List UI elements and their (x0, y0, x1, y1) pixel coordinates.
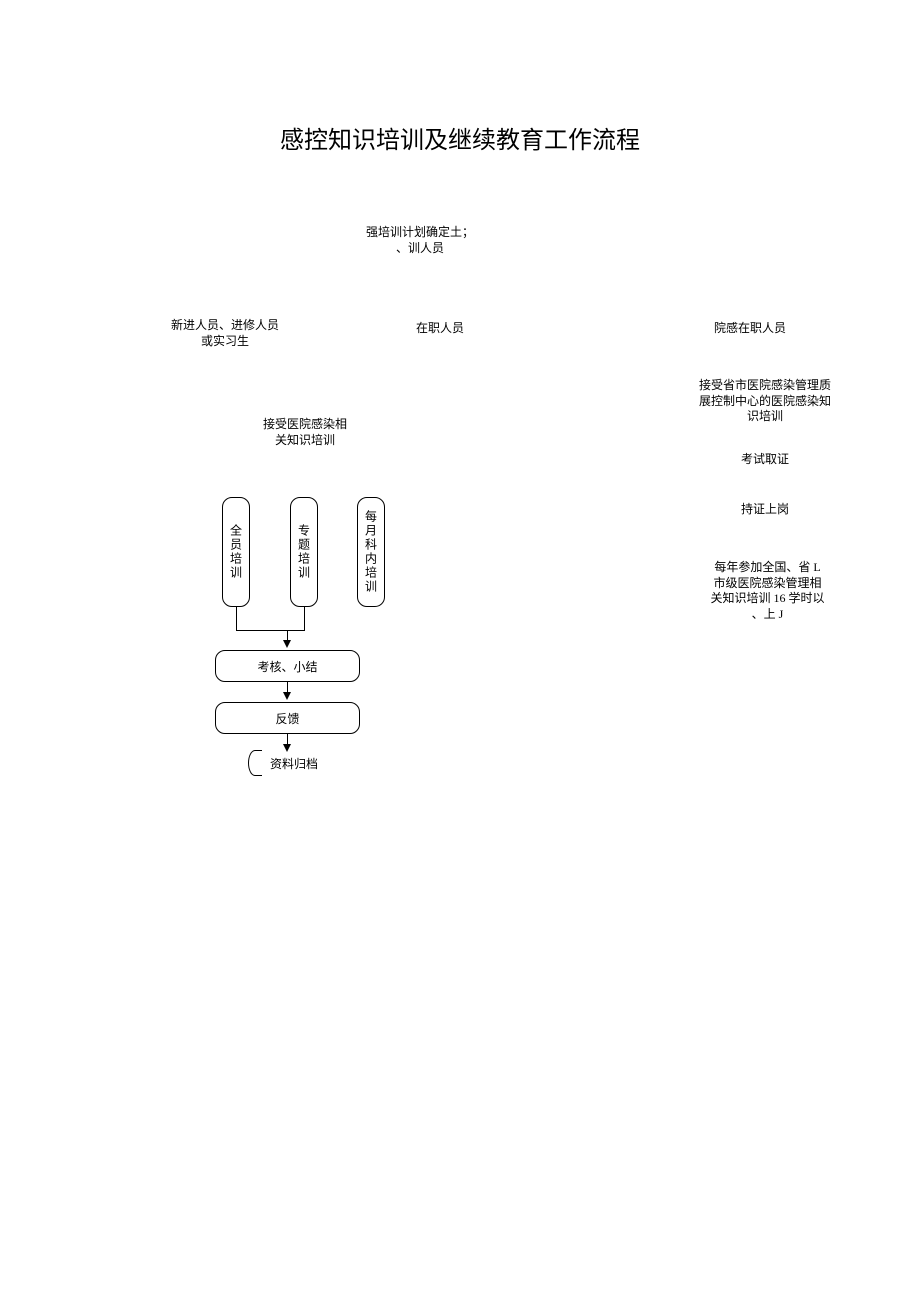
right-step3: 持证上岗 (735, 502, 795, 518)
right-step4-line4: 、上 J (752, 607, 784, 621)
vbox-topic: 专题培训 (290, 497, 318, 607)
page-title: 感控知识培训及继续教育工作流程 (0, 120, 920, 155)
branch-mid: 在职人员 (400, 321, 480, 337)
branch-left: 新进人员、进修人员 或实习生 (160, 318, 290, 349)
right-step1-line3: 识培训 (747, 409, 783, 423)
left-training-line1: 接受医院感染相 (263, 417, 347, 431)
edge-vbox2-down (304, 607, 305, 630)
arrow-feedback-archive (283, 744, 291, 752)
right-step1-line2: 展控制中心的医院感染知 (699, 394, 831, 408)
edge-vbox1-down (236, 607, 237, 630)
right-step4: 每年参加全国、省 L 市级医院感染管理相 关知识培训 16 学时以 、上 J (700, 560, 835, 622)
vbox-all-staff: 全员培训 (222, 497, 250, 607)
archive-text: 资料归档 (270, 757, 330, 773)
box-assess: 考核、小结 (215, 650, 360, 682)
left-training: 接受医院感染相 关知识培训 (250, 417, 360, 448)
node-plan-line2: 、训人员 (396, 241, 444, 255)
edge-vbox-join (236, 630, 305, 631)
branch-left-line2: 或实习生 (201, 334, 249, 348)
archive-arc (248, 750, 262, 776)
right-step4-line2: 市级医院感染管理相 (713, 576, 821, 590)
branch-right: 院感在职人员 (700, 321, 800, 337)
arrow-to-assess (283, 640, 291, 648)
vbox-monthly: 每月科内培训 (357, 497, 385, 607)
arrow-assess-feedback (283, 692, 291, 700)
right-step1-line1: 接受省市医院感染管理质 (699, 378, 831, 392)
branch-left-line1: 新进人员、进修人员 (171, 318, 279, 332)
right-step4-line1: 每年参加全国、省 L (714, 560, 820, 574)
left-training-line2: 关知识培训 (275, 433, 335, 447)
node-plan: 强培训计划确定土； 、训人员 (350, 225, 490, 256)
node-plan-line1: 强培训计划确定土； (366, 225, 474, 239)
right-step2: 考试取证 (735, 452, 795, 468)
right-step1: 接受省市医院感染管理质 展控制中心的医院感染知 识培训 (690, 378, 840, 425)
right-step4-line3: 关知识培训 16 学时以 (710, 591, 824, 605)
box-feedback: 反馈 (215, 702, 360, 734)
